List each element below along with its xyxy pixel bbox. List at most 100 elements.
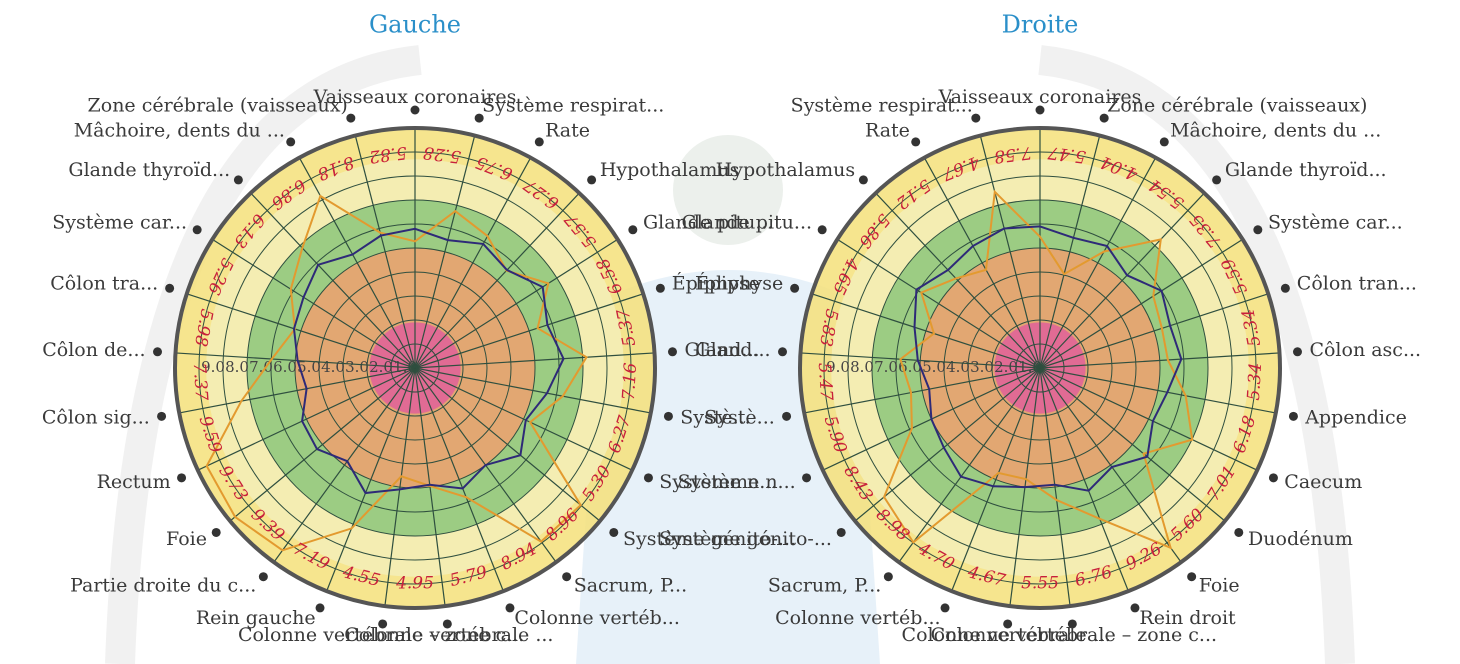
category-label: Épiphyse [672, 272, 760, 295]
spoke [811, 293, 1041, 369]
category-label: Système respirat... [791, 94, 973, 116]
label-dot [562, 572, 572, 582]
spoke [250, 192, 416, 369]
label-dot [442, 619, 452, 629]
label-dot [258, 572, 268, 582]
label-dot [233, 175, 243, 185]
spoke [197, 367, 416, 471]
label-dot [1159, 137, 1169, 147]
label-dot [858, 175, 868, 185]
spoke [212, 238, 416, 369]
label-dot [802, 473, 812, 483]
r-tick-label: 8.0 [850, 358, 874, 376]
value-label: 7.58 [993, 142, 1033, 167]
label-dot [643, 473, 653, 483]
label-dot [211, 527, 221, 537]
category-label: Hypothalamus [716, 159, 856, 181]
label-dot [153, 347, 163, 357]
spoke [1039, 367, 1276, 414]
label-dot [1212, 175, 1222, 185]
label-dot [782, 411, 792, 421]
category-label: Rein droit [1139, 607, 1236, 629]
label-dot [1035, 105, 1045, 115]
spoke [1039, 352, 1280, 369]
category-label: Foie [1199, 574, 1240, 596]
spoke [837, 238, 1041, 369]
label-dot [346, 113, 356, 123]
spoke [1039, 238, 1243, 369]
spoke [414, 293, 644, 369]
category-label: Hypothalamus [600, 159, 740, 181]
spoke [414, 367, 601, 522]
series-line [913, 225, 1183, 492]
label-dot [790, 283, 800, 293]
category-label: Côlon sig... [42, 407, 150, 429]
r-tick-label: 9.0 [826, 358, 850, 376]
spoke [384, 367, 416, 607]
spoke [414, 367, 446, 607]
label-dot [1280, 283, 1290, 293]
spoke [1039, 367, 1258, 471]
label-dot [778, 347, 788, 357]
label-dot [628, 225, 638, 235]
category-label: Appendice [1304, 407, 1407, 429]
outer-ring [798, 126, 1282, 610]
label-dot [663, 411, 673, 421]
label-dot [1187, 572, 1197, 582]
r-tick-label: 2.0 [369, 358, 393, 376]
radar-chart: Droite1.02.03.04.05.06.07.08.09.0Vaissea… [659, 11, 1421, 646]
label-dot [165, 283, 175, 293]
label-dot [1130, 603, 1140, 613]
value-label: 4.95 [395, 574, 434, 594]
r-tick-label: 7.0 [249, 358, 273, 376]
category-label: Caecum [1284, 471, 1362, 493]
label-dot [1292, 347, 1302, 357]
spoke [854, 367, 1041, 522]
spoke [354, 135, 416, 369]
value-label: 5.55 [1021, 574, 1059, 594]
category-label: Systè... [704, 407, 775, 429]
category-label: Mâchoire, dents du ... [74, 119, 285, 141]
category-label: Système car... [1268, 211, 1403, 233]
label-dot [177, 473, 187, 483]
label-dot [609, 527, 619, 537]
category-label: Vaisseaux coronaires [313, 86, 517, 108]
category-label: Colonne vertébrale – zone c... [238, 624, 524, 646]
category-label: Colonne vertéb... [514, 607, 679, 629]
r-tick-label: 3.0 [970, 358, 994, 376]
spoke [1039, 367, 1129, 592]
category-label: Vaisseaux coronaires [938, 86, 1142, 108]
label-dot [1268, 473, 1278, 483]
value-label: 5.47 [1047, 142, 1087, 167]
chart-title: Droite [1002, 11, 1079, 39]
category-label: Gland... [684, 339, 759, 361]
label-dot [817, 225, 827, 235]
category-label: Colonne vertébrale ... [902, 624, 1111, 646]
outer-ring [173, 126, 657, 610]
label-dot [655, 283, 665, 293]
spoke [1039, 192, 1205, 369]
category-label: Glande thyroïd... [1225, 159, 1387, 181]
value-label: 5.47 [814, 362, 836, 401]
value-label: 5.28 [422, 142, 462, 167]
spoke [414, 367, 651, 414]
r-tick-label: 4.0 [321, 358, 345, 376]
category-label: Système génito-... [659, 528, 832, 550]
label-dot [505, 603, 515, 613]
label-dot [940, 603, 950, 613]
label-dot [971, 113, 981, 123]
radar-chart: Gauche1.02.03.04.05.06.07.08.09.0Vaissea… [42, 11, 796, 646]
spoke [1039, 367, 1226, 522]
category-label: Système n... [659, 471, 777, 493]
category-label: Rate [545, 119, 590, 141]
r-tick-label: 4.0 [946, 358, 970, 376]
category-label: Glande thyroïd... [68, 159, 230, 181]
spoke [179, 367, 416, 414]
series-line [882, 189, 1194, 550]
label-dot [1099, 113, 1109, 123]
label-dot [587, 175, 597, 185]
spoke [186, 293, 416, 369]
r-tick-label: 3.0 [345, 358, 369, 376]
r-tick-label: 2.0 [994, 358, 1018, 376]
